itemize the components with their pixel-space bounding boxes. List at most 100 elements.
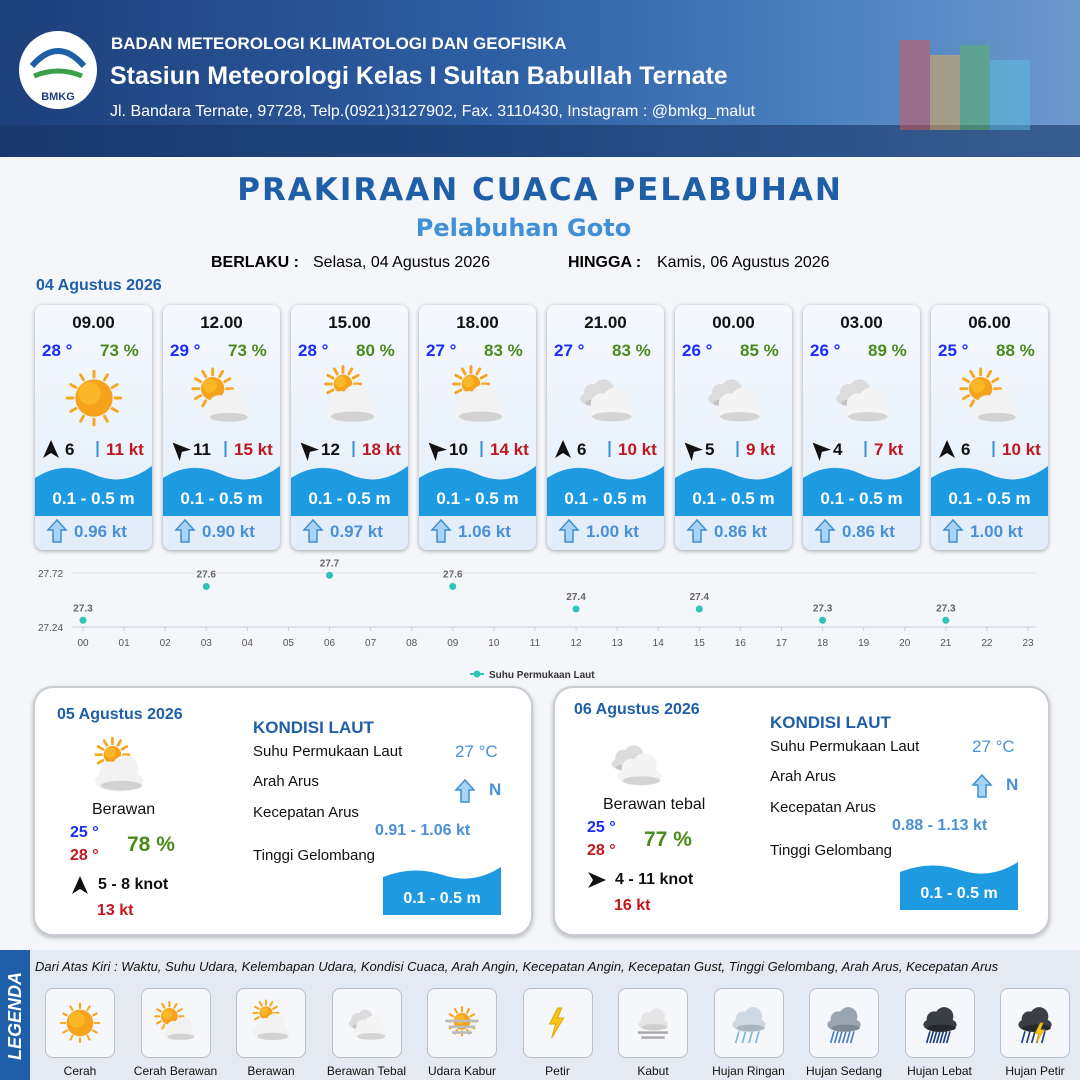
wind-speed: 6 — [961, 440, 971, 459]
icon-part — [110, 383, 119, 389]
icon-part — [858, 387, 885, 414]
wave-box-part — [900, 862, 1018, 910]
icon-part — [1040, 1031, 1046, 1044]
sea-label: Suhu Permukaan Laut — [253, 743, 403, 760]
icon-part — [925, 1031, 931, 1044]
current-arrow — [686, 518, 708, 543]
icon-part — [638, 1008, 668, 1031]
icon-part — [741, 1031, 746, 1044]
humidity: 85 % — [740, 341, 779, 360]
data-point — [326, 571, 334, 579]
forecast-time: 09.00 — [72, 313, 115, 332]
icon-part — [445, 1019, 479, 1023]
current-direction: N — [489, 780, 502, 799]
separator — [608, 441, 611, 457]
direction-arrow — [43, 440, 59, 458]
direction-arrow-part — [812, 442, 832, 462]
valid-label: HINGGA : — [568, 254, 642, 271]
current-arrow — [302, 518, 324, 543]
weather-icon — [731, 1007, 766, 1044]
legend-sidebar — [0, 950, 30, 1080]
icon-part — [104, 747, 116, 758]
current-speed: 0.90 kt — [202, 522, 255, 541]
icon-part — [969, 370, 976, 379]
icon-part — [988, 389, 1013, 414]
current-arrow-part — [686, 518, 708, 543]
forecast-time: 00.00 — [712, 313, 755, 332]
wave-band — [675, 466, 792, 516]
air-temperature: 29 ° — [170, 341, 201, 360]
sst-value: 27 °C — [972, 737, 1015, 756]
icon-part — [69, 1005, 74, 1012]
icon-part — [837, 1031, 843, 1044]
direction-arrow — [588, 872, 606, 888]
station: Stasiun Meteorologi Kelas I Sultan Babul… — [110, 62, 728, 90]
icon-part — [641, 1036, 665, 1039]
subtitle: Pelabuhan Goto — [415, 214, 632, 242]
separator — [224, 441, 227, 457]
current-arrow-part — [971, 773, 993, 798]
icon-part — [100, 780, 142, 791]
x-tick-label: 04 — [242, 638, 254, 649]
icon-part — [96, 745, 105, 751]
wave-band-part — [163, 466, 280, 516]
sea-label: Tinggi Gelombang — [253, 847, 376, 864]
current-arrow-part — [814, 518, 836, 543]
current-speed: 1.06 kt — [458, 522, 511, 541]
x-tick-label: 01 — [119, 638, 131, 649]
icon-part — [460, 367, 467, 376]
x-tick-label: 15 — [694, 638, 706, 649]
icon-part — [223, 377, 232, 384]
icon-part — [586, 387, 633, 423]
wave-box — [900, 862, 1018, 910]
legend-item-label: Hujan Petir — [1005, 1064, 1065, 1078]
weather-icon — [827, 1007, 861, 1044]
temp-min: 25 ° — [587, 819, 616, 836]
icon-part — [1020, 1031, 1026, 1044]
humidity: 73 % — [228, 341, 267, 360]
icon-part — [91, 1029, 98, 1034]
decor — [0, 125, 1080, 157]
wind-speed: 4 — [833, 440, 843, 459]
wave-band — [163, 466, 280, 516]
legend-item-label: Hujan Sedang — [805, 1064, 883, 1078]
icon-part — [166, 1033, 194, 1040]
icon-part — [927, 1024, 956, 1032]
current-arrow — [430, 518, 452, 543]
icon-part — [204, 389, 249, 423]
icon-part — [269, 1001, 274, 1007]
data-label: 27.4 — [566, 592, 586, 603]
forecast-time: 12.00 — [200, 313, 243, 332]
icon-part — [254, 1016, 260, 1021]
icon-part — [747, 1031, 753, 1044]
legend-title: LEGENDA — [5, 972, 25, 1061]
icon-part — [743, 1007, 762, 1026]
wind-speed: 10 — [449, 440, 468, 459]
x-tick-label: 16 — [735, 638, 747, 649]
data-point — [79, 616, 87, 624]
wind-speed: 5 — [705, 440, 715, 459]
x-tick-label: 23 — [1022, 638, 1034, 649]
weather-icon — [580, 379, 633, 423]
icon-part — [110, 407, 119, 413]
icon-part — [720, 412, 760, 422]
icon-part — [922, 1007, 957, 1033]
x-tick-label: 21 — [940, 638, 952, 649]
direction-arrow-part — [684, 442, 704, 462]
current-speed: 0.97 kt — [330, 522, 383, 541]
weather-icon — [548, 1007, 565, 1039]
icon-part — [622, 776, 661, 785]
separator — [352, 441, 355, 457]
icon-part — [548, 1007, 565, 1039]
air-temperature: 27 ° — [554, 341, 585, 360]
icon-part — [839, 1007, 858, 1026]
gust-speed: 9 kt — [746, 440, 776, 459]
icon-part — [326, 373, 335, 380]
icon-part — [734, 1031, 740, 1044]
legend-item-label: Udara Kabur — [427, 1064, 497, 1078]
wind-range: 5 - 8 knot — [98, 876, 169, 893]
weather-icon — [94, 736, 144, 792]
icon-part — [1025, 1031, 1031, 1044]
icon-part — [103, 373, 109, 382]
icon-part — [641, 1024, 668, 1031]
